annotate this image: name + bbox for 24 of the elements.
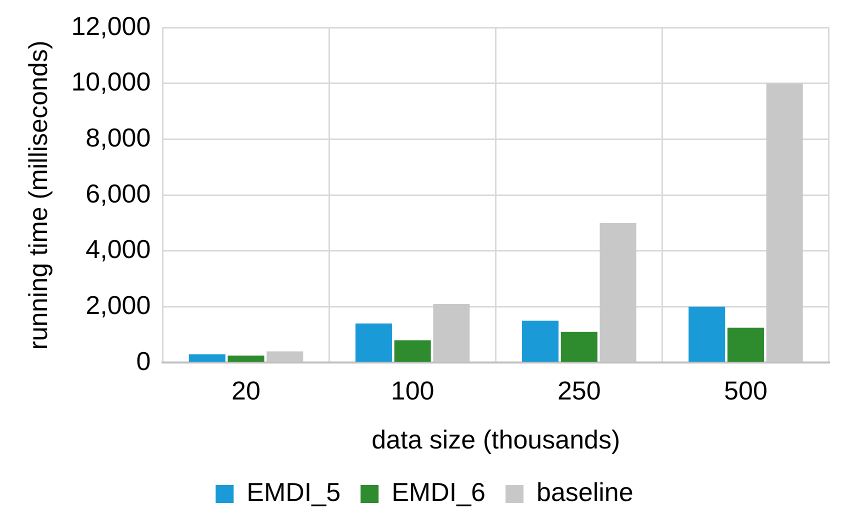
y-tick-label: 8,000 [86, 122, 151, 152]
y-tick-label: 10,000 [71, 66, 151, 97]
x-tick-label: 100 [390, 375, 434, 406]
bar [355, 324, 392, 362]
bar [727, 328, 764, 362]
legend-label: EMDI_6 [392, 477, 486, 508]
legend-label: baseline [536, 477, 634, 508]
bar [228, 356, 264, 362]
y-axis-title: running time (milliseconds) [22, 40, 53, 350]
legend-label: EMDI_5 [246, 477, 341, 508]
y-tick-label: 4,000 [86, 234, 151, 264]
x-tick-label: 20 [232, 375, 260, 406]
y-tick-label: 12,000 [71, 10, 151, 41]
x-tick-label: 500 [724, 375, 768, 406]
x-tick-label: 250 [557, 375, 601, 406]
y-tick-label: 6,000 [86, 178, 151, 208]
bar [688, 306, 726, 362]
bar [522, 320, 559, 362]
y-tick-label: 2,000 [86, 290, 151, 320]
bar [188, 354, 226, 362]
bar [394, 340, 431, 362]
bar [560, 332, 598, 362]
x-axis-title: data size (thousands) [372, 424, 620, 455]
y-tick-label: 0 [136, 346, 151, 376]
